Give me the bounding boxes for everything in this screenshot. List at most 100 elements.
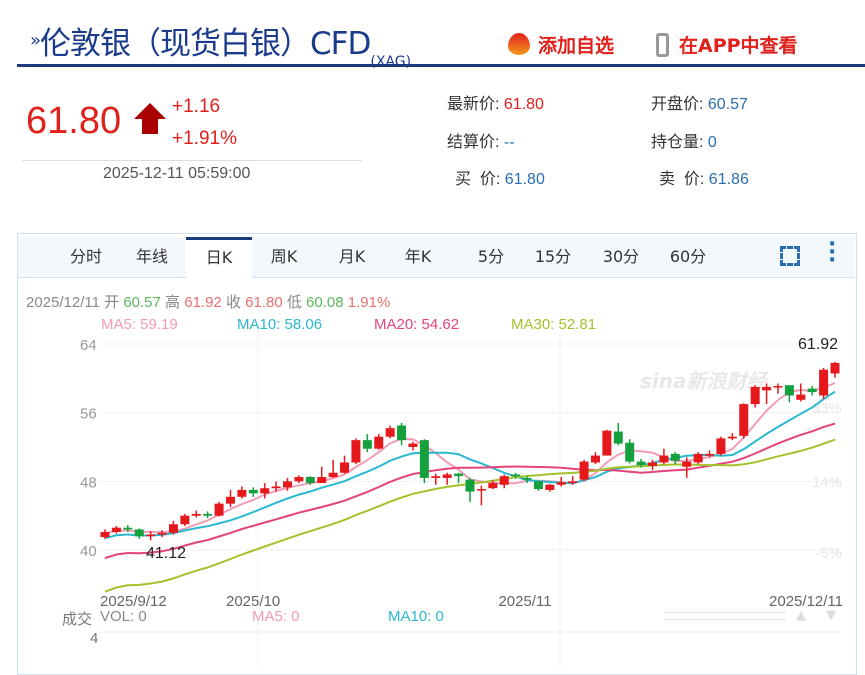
- price-change-pct: +1.91%: [172, 128, 237, 149]
- view-in-app-button[interactable]: 在APP中查看: [656, 31, 798, 58]
- tab-0[interactable]: 分时: [69, 247, 102, 266]
- candle-body: [294, 477, 304, 482]
- candle-body: [819, 369, 829, 396]
- candle-body: [545, 484, 555, 490]
- header-divider: [17, 64, 865, 67]
- candle-body: [328, 472, 338, 478]
- candle-body: [431, 476, 441, 478]
- field-open: 开盘价: 60.57: [651, 96, 748, 113]
- x-tick-label: 2025/12/11: [769, 593, 843, 610]
- candle-body: [796, 394, 806, 400]
- y-tick-label: 48: [80, 474, 97, 491]
- candle-body: [305, 477, 315, 484]
- volume-axis-label: 4: [90, 630, 99, 647]
- ma5-line: [104, 382, 836, 535]
- add-watchlist-label: 添加自选: [538, 35, 615, 57]
- price-change: +1.16: [172, 96, 221, 117]
- tab-8[interactable]: 30分: [602, 247, 640, 266]
- candle-body: [716, 438, 726, 454]
- candle-body: [636, 461, 646, 466]
- candle-body: [739, 404, 749, 436]
- candle-body: [670, 453, 680, 461]
- tab-4[interactable]: 月K: [338, 247, 366, 266]
- candle-body: [271, 486, 281, 489]
- up-arrow-stem: [142, 118, 158, 134]
- candle-body: [522, 477, 532, 480]
- candle-body: [727, 436, 737, 439]
- candle-body: [419, 440, 429, 478]
- tab-5[interactable]: 年K: [404, 247, 432, 266]
- candle-body: [214, 503, 224, 516]
- candle-body: [283, 481, 292, 488]
- pct-tick-label: -5%: [815, 545, 842, 562]
- fullscreen-icon[interactable]: [780, 246, 800, 266]
- volume-value: VOL: 0: [100, 608, 147, 625]
- candle-body: [123, 527, 133, 530]
- y-tick-label: 56: [80, 406, 97, 423]
- pct-tick-label: 14%: [812, 474, 842, 491]
- candle-body: [511, 474, 521, 477]
- field-ask: 卖 价: 61.86: [659, 171, 749, 188]
- candle-body: [465, 479, 475, 492]
- y-tick-label: 40: [80, 543, 97, 560]
- max-price-label: 61.92: [798, 336, 838, 353]
- ma5-label: MA5: 59.19: [101, 316, 178, 333]
- title-text: 伦敦银（现货白银）CFD: [40, 26, 371, 62]
- candle-body: [773, 386, 783, 388]
- candle-body: [157, 532, 167, 535]
- tab-3[interactable]: 周K: [270, 247, 298, 266]
- chevron-icon: »: [30, 30, 41, 51]
- candle-body: [648, 462, 657, 466]
- candle-body: [705, 453, 715, 456]
- candle-body: [225, 496, 235, 504]
- candle-body: [830, 362, 840, 374]
- candle-body: [488, 483, 498, 489]
- quote-time: 2025-12-11 05:59:00: [103, 165, 251, 182]
- scroll-down-icon[interactable]: ▼: [826, 608, 836, 623]
- x-tick-label: 2025/11: [498, 593, 551, 610]
- candle-body: [784, 385, 794, 396]
- candle-body: [408, 443, 418, 447]
- tab-9[interactable]: 60分: [669, 247, 707, 266]
- add-watchlist-button[interactable]: 添加自选: [508, 31, 614, 58]
- candle-body: [454, 473, 464, 477]
- candle-body: [807, 388, 817, 393]
- candle-body: [168, 524, 178, 533]
- candle-body: [613, 431, 623, 444]
- fire-icon: [508, 33, 530, 55]
- divider: [22, 160, 362, 161]
- candle-body: [659, 455, 669, 463]
- up-arrow-icon: [134, 103, 166, 119]
- field-settle: 结算价: --: [447, 134, 515, 151]
- last-price: 61.80: [26, 100, 122, 142]
- candle-body: [248, 489, 258, 494]
- field-open-interest: 持仓量: 0: [651, 134, 717, 151]
- candle-body: [397, 425, 407, 441]
- field-bid: 买 价: 61.80: [455, 171, 545, 188]
- x-tick-label: 2025/9/12: [100, 593, 167, 610]
- candle-body: [442, 474, 452, 478]
- more-icon[interactable]: · · ·: [828, 232, 837, 273]
- ma30-label: MA30: 52.81: [511, 316, 597, 333]
- x-tick-label: 2025/10: [226, 593, 280, 610]
- tab-1[interactable]: 年线: [135, 247, 168, 266]
- candle-body: [134, 529, 144, 537]
- phone-icon: [656, 33, 669, 57]
- candle-body: [682, 461, 692, 467]
- candle-body: [762, 386, 772, 391]
- min-price-label: 41.12: [146, 545, 186, 562]
- tab-7[interactable]: 15分: [534, 247, 572, 266]
- candle-body: [260, 488, 270, 494]
- tab-6[interactable]: 5分: [477, 247, 505, 266]
- scroll-track[interactable]: [665, 612, 785, 620]
- candle-body: [750, 386, 760, 405]
- scroll-up-icon[interactable]: ▲: [796, 608, 806, 623]
- view-in-app-label: 在APP中查看: [679, 35, 798, 57]
- candle-body: [362, 440, 372, 449]
- ma20-label: MA20: 54.62: [374, 316, 460, 333]
- tab-2[interactable]: 日K: [186, 237, 252, 278]
- candle-body: [111, 527, 121, 532]
- candle-body: [146, 534, 156, 537]
- candle-body: [602, 430, 612, 456]
